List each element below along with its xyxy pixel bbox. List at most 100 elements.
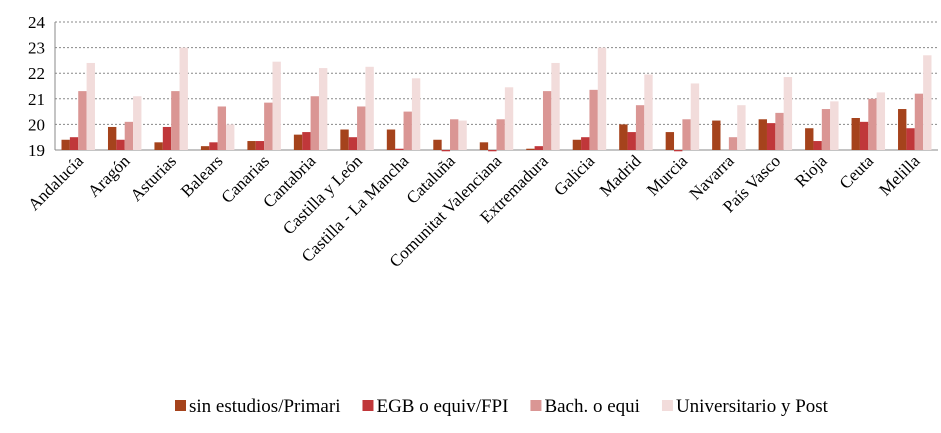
bar	[86, 62, 95, 150]
bar	[682, 119, 691, 150]
bar	[61, 139, 70, 150]
legend-swatch	[362, 400, 374, 411]
bar	[504, 87, 514, 150]
legend-swatch	[661, 400, 673, 411]
bar	[830, 101, 839, 150]
bar	[805, 128, 814, 150]
bar	[450, 119, 459, 150]
y-tick-label: 20	[28, 115, 45, 134]
x-tick-label: Rioja	[791, 151, 831, 191]
bar	[441, 150, 451, 152]
bar	[255, 141, 265, 150]
x-tick-label: Murcia	[643, 151, 691, 199]
bar	[589, 89, 598, 150]
bar	[116, 139, 125, 150]
legend-label: sin estudios/Primari	[189, 396, 340, 417]
bar	[542, 91, 552, 150]
bar	[876, 92, 886, 150]
bar	[162, 126, 172, 150]
bar	[107, 126, 117, 150]
y-tick-label: 23	[28, 39, 45, 58]
bar	[674, 150, 683, 152]
y-tick-label: 21	[28, 90, 45, 109]
bar	[712, 120, 721, 150]
legend-swatch	[175, 400, 186, 411]
bar	[272, 61, 281, 150]
legend-label: Universitario y Post	[676, 396, 829, 417]
x-tick-label: Andalucía	[24, 151, 87, 214]
bar	[906, 128, 915, 150]
bar	[357, 106, 366, 150]
bar	[348, 137, 358, 150]
bar	[488, 150, 497, 152]
bar	[635, 105, 645, 150]
bar	[386, 129, 396, 150]
bar	[766, 123, 776, 150]
bar	[690, 83, 700, 150]
x-tick-label: Aragón	[84, 151, 134, 201]
legend-label: Bach. o equi	[544, 396, 640, 417]
bar	[200, 146, 210, 150]
bar	[868, 98, 877, 150]
bar	[318, 68, 328, 150]
bar	[737, 105, 746, 150]
bar	[154, 142, 163, 150]
x-tick-label: Galicia	[550, 151, 598, 199]
legend-label: EGB o equiv/FPI	[376, 396, 508, 417]
bar	[433, 139, 442, 150]
bar	[403, 111, 412, 150]
bar	[496, 119, 505, 150]
bar	[293, 134, 303, 150]
x-tick-label: Ceuta	[836, 151, 878, 193]
bar	[898, 109, 907, 150]
y-tick-label: 19	[28, 141, 45, 160]
bar	[458, 120, 467, 150]
bar	[581, 137, 590, 150]
bar	[758, 119, 767, 150]
bar	[627, 132, 636, 150]
bar	[728, 137, 738, 150]
bar	[534, 146, 543, 150]
bar	[264, 102, 273, 150]
bar	[572, 139, 582, 150]
bar	[217, 106, 227, 150]
legend: sin estudios/Primari EGB o equiv/FPI Bach.…	[175, 396, 829, 417]
bar	[923, 55, 932, 150]
bar	[551, 62, 560, 150]
x-tick-label: Asturias	[127, 151, 181, 205]
bar	[821, 109, 831, 150]
bar	[644, 74, 653, 150]
bar	[859, 121, 869, 150]
bar	[133, 96, 142, 150]
bar	[395, 148, 404, 150]
bar	[526, 148, 535, 150]
bar	[171, 91, 180, 150]
bar	[479, 142, 489, 150]
bar	[226, 124, 235, 150]
bar	[665, 132, 675, 150]
bar	[619, 124, 628, 150]
bar	[813, 141, 822, 150]
bar	[247, 141, 256, 150]
bar	[209, 142, 218, 150]
bar	[411, 78, 421, 150]
bar	[179, 47, 188, 150]
bar	[365, 66, 374, 150]
bar	[310, 96, 319, 150]
bar	[69, 137, 79, 150]
x-tick-label: Madrid	[596, 151, 645, 200]
bar	[78, 91, 87, 150]
y-tick-label: 22	[28, 64, 45, 83]
bar	[914, 93, 924, 150]
bar	[851, 118, 860, 150]
bar	[124, 121, 134, 150]
bar	[783, 77, 793, 150]
bar	[775, 112, 784, 150]
x-tick-label: Melilla	[875, 151, 923, 199]
legend-swatch	[530, 400, 542, 411]
y-tick-label: 24	[28, 13, 46, 32]
bar	[597, 47, 607, 150]
bar	[340, 129, 349, 150]
bar	[302, 132, 311, 150]
